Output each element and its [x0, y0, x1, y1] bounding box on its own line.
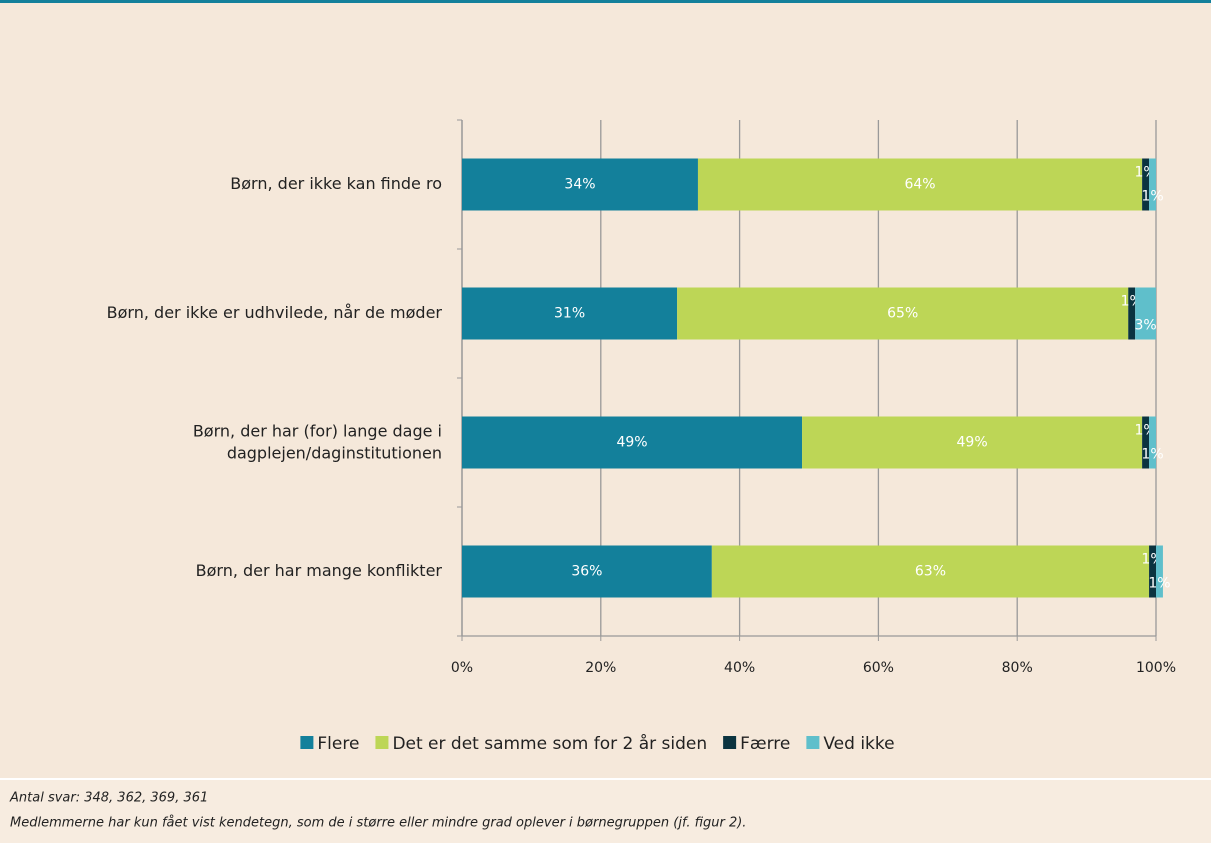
x-tick-label: 60%	[863, 660, 894, 676]
legend-swatch	[806, 736, 820, 749]
legend-label: Ved ikke	[823, 734, 894, 754]
legend-label: Det er det samme som for 2 år siden	[392, 733, 707, 754]
bar-segment	[697, 158, 1143, 211]
bar-segment	[462, 158, 698, 211]
x-tick-label: 20%	[585, 660, 616, 676]
x-tick-label: 40%	[724, 660, 755, 676]
legend-label: Færre	[740, 734, 790, 754]
footer-line: Antal svar: 348, 362, 369, 361	[9, 791, 208, 806]
x-tick-label: 100%	[1136, 660, 1176, 676]
y-tick-label: Børn, der ikke er udhvilede, når de møde…	[107, 303, 443, 322]
legend-swatch	[723, 736, 737, 749]
bar-segment	[1128, 287, 1136, 340]
bar-segment	[802, 416, 1143, 469]
x-tick-label: 80%	[1002, 660, 1033, 676]
data-label: 1%	[1148, 576, 1170, 592]
x-tick-label: 0%	[451, 660, 473, 676]
bar-segment	[711, 545, 1150, 598]
top-border	[0, 0, 1211, 3]
data-label: 36%	[571, 564, 602, 580]
legend-swatch	[375, 736, 389, 749]
bar-segment	[462, 416, 803, 469]
bar-segment	[1156, 545, 1163, 598]
data-label: 64%	[904, 177, 935, 193]
data-label: 49%	[957, 435, 988, 451]
legend-swatch	[300, 736, 314, 749]
bar-segment	[1135, 287, 1156, 340]
data-label: 3%	[1134, 318, 1156, 334]
footer-band	[0, 779, 1211, 843]
bar-segment	[462, 545, 712, 598]
bar-segment	[1149, 416, 1156, 469]
bar-segment	[1149, 545, 1156, 598]
legend-label: Flere	[317, 734, 359, 754]
data-label: 1%	[1141, 189, 1163, 205]
data-label: 65%	[887, 306, 918, 322]
data-label: 63%	[915, 564, 946, 580]
data-label: 31%	[554, 306, 585, 322]
data-label: 49%	[616, 435, 647, 451]
bar-segment	[1142, 416, 1150, 469]
y-tick-label: Børn, der har mange konflikter	[196, 561, 443, 580]
y-tick-label: Børn, der ikke kan finde ro	[230, 174, 442, 193]
data-label: 34%	[564, 177, 595, 193]
data-label: 1%	[1141, 447, 1163, 463]
bar-segment	[677, 287, 1129, 340]
bar-segment	[1142, 158, 1150, 211]
bar-segment	[462, 287, 678, 340]
footer-line: Medlemmerne har kun fået vist kendetegn,…	[10, 816, 746, 831]
bar-segment	[1149, 158, 1156, 211]
y-tick-label: Børn, der har (for) lange dage i dagpleje…	[193, 421, 442, 462]
